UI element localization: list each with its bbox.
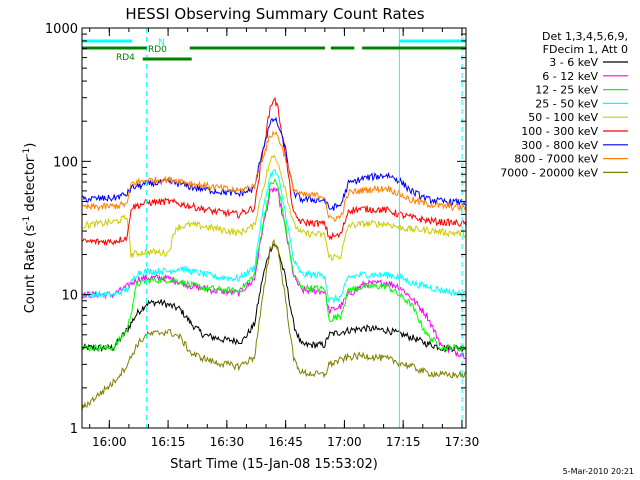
x-axis-label: Start Time (15-Jan-08 15:53:02) xyxy=(170,457,378,472)
status-bar-rd0 xyxy=(82,46,147,50)
legend-label-100-300-kev: 100 - 300 keV xyxy=(521,125,598,138)
x-tick-label: 17:00 xyxy=(327,435,362,449)
y-label-main: Count Rate (s xyxy=(23,225,38,314)
status-label-rd4: RD4 xyxy=(116,53,135,63)
status-bar-n xyxy=(399,39,466,43)
legend-label-7000-20000-kev: 7000 - 20000 keV xyxy=(500,166,598,179)
x-tick-label: 16:15 xyxy=(151,435,186,449)
y-tick-label: 1000 xyxy=(45,22,78,37)
legend-label-800-7000-kev: 800 - 7000 keV xyxy=(514,153,598,166)
series-line-7000-20000-kev xyxy=(82,239,466,411)
legend-label-12-25-kev: 12 - 25 keV xyxy=(535,84,598,97)
series-line-100-300-kev xyxy=(82,96,466,247)
legend-label-25-50-kev: 25 - 50 keV xyxy=(535,97,598,110)
y-tick-label: 1 xyxy=(70,422,78,437)
y-tick-label: 100 xyxy=(53,155,78,170)
y-label-mid: detector xyxy=(23,156,38,216)
x-tick-label: 16:00 xyxy=(92,435,127,449)
plot-frame xyxy=(81,27,467,429)
status-bar-rd4 xyxy=(142,57,192,61)
x-tick-label: 17:30 xyxy=(445,435,480,449)
series-line-6-12-kev xyxy=(82,186,466,360)
status-label-rd0: RD0 xyxy=(148,45,167,55)
y-tick-label: 10 xyxy=(61,289,78,304)
y-axis-label: Count Rate (s-1 detector-1) xyxy=(22,143,38,314)
status-bar-n xyxy=(82,39,133,43)
series-line-800-7000-kev xyxy=(82,130,466,222)
status-bar-rd0 xyxy=(362,46,466,50)
timestamp: 5-Mar-2010 20:21 xyxy=(563,467,634,476)
y-label-end: ) xyxy=(23,143,38,148)
series-layer xyxy=(82,96,466,411)
legend-header: Det 1,3,4,5,6,9, xyxy=(542,30,628,43)
legend-label-50-100-kev: 50 - 100 keV xyxy=(528,111,598,124)
chart-title: HESSI Observing Summary Count Rates xyxy=(125,5,424,23)
y-axis: 1 10 100 1000 xyxy=(45,22,466,437)
x-tick-label: 17:15 xyxy=(386,435,421,449)
legend: Det 1,3,4,5,6,9,FDecim 1, Att 03 - 6 keV… xyxy=(500,30,628,179)
legend-label-300-800-kev: 300 - 800 keV xyxy=(521,139,598,152)
x-tick-label: 16:45 xyxy=(268,435,303,449)
series-line-12-25-kev xyxy=(82,178,466,353)
series-line-25-50-kev xyxy=(82,169,466,305)
status-bar-rd0 xyxy=(189,46,325,50)
series-line-300-800-kev xyxy=(82,116,466,211)
legend-label-6-12-kev: 6 - 12 keV xyxy=(542,70,598,83)
legend-label-3-6-kev: 3 - 6 keV xyxy=(549,56,598,69)
y-label-sup1: -1 xyxy=(22,216,32,225)
series-line-3-6-kev xyxy=(82,243,466,353)
x-axis: 16:00 16:15 16:30 16:45 17:00 17:15 17:30 xyxy=(89,28,480,449)
series-line-50-100-kev xyxy=(82,154,466,262)
y-label-sup2: -1 xyxy=(22,148,32,157)
status-label-n: N xyxy=(158,38,165,48)
status-bar-rd0 xyxy=(330,46,355,50)
legend-header: FDecim 1, Att 0 xyxy=(543,43,628,56)
x-tick-label: 16:30 xyxy=(210,435,245,449)
